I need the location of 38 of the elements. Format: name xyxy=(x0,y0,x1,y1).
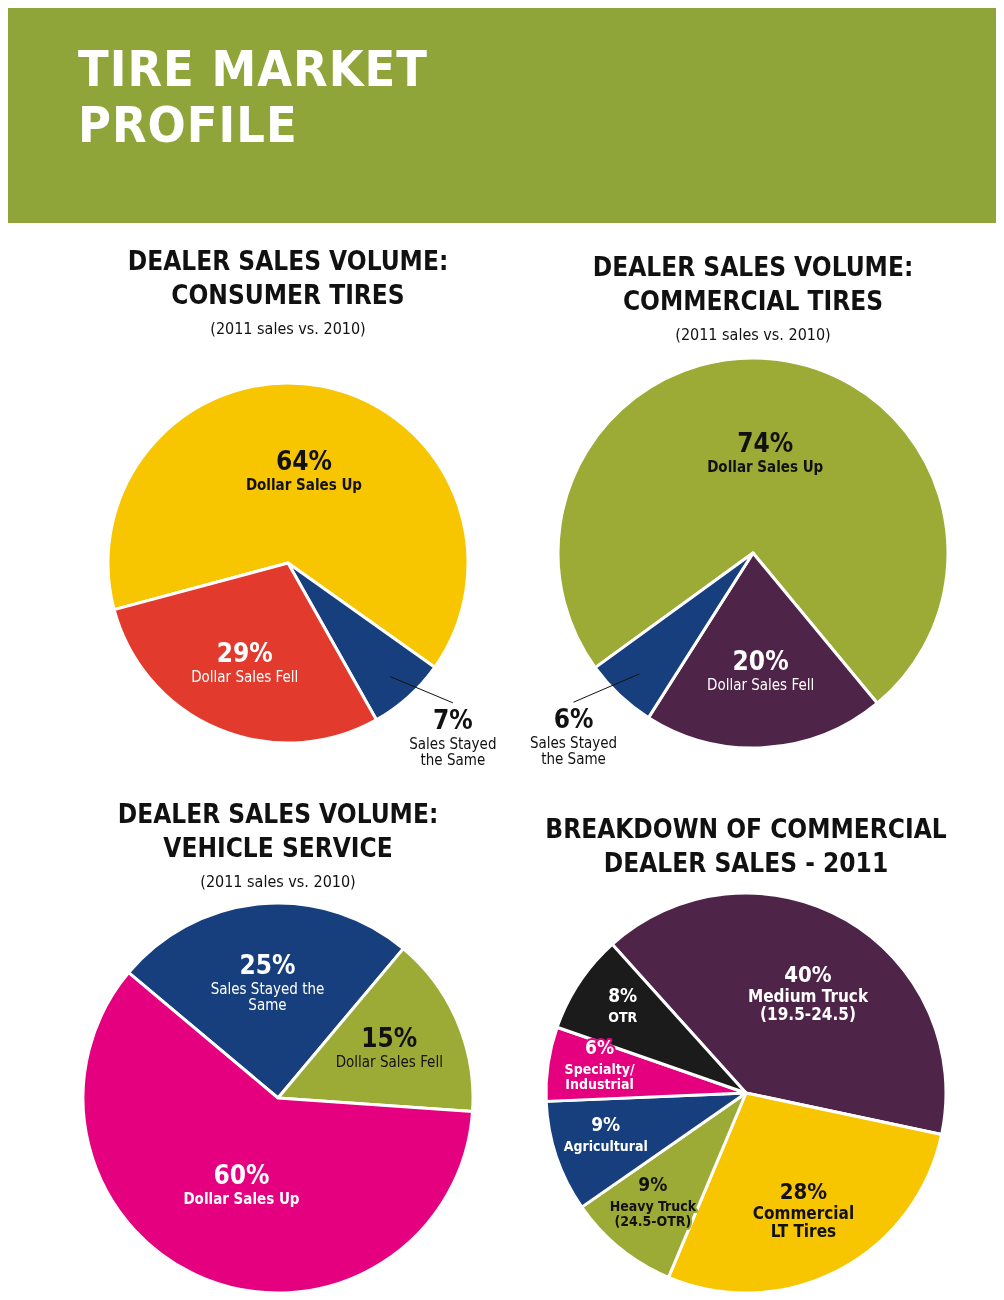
data-label: 28% xyxy=(779,1178,828,1204)
data-label: 64% xyxy=(275,446,332,477)
slice-label: Dollar Sales Up xyxy=(183,1190,300,1209)
data-label: 6% xyxy=(585,1036,615,1059)
data-label: 20% xyxy=(732,645,789,676)
data-label: 8% xyxy=(608,983,638,1006)
chart-subtitle: (2011 sales vs. 2010) xyxy=(675,325,831,344)
chart-title: DEALER SALES VOLUME: COMMERCIAL TIRES xyxy=(592,252,914,316)
slice-label: OTR xyxy=(608,1008,638,1025)
data-label: 7% xyxy=(433,704,473,735)
data-label: 9% xyxy=(638,1173,668,1196)
chart-subtitle: (2011 sales vs. 2010) xyxy=(210,319,366,338)
slice-label: Agricultural xyxy=(563,1137,648,1154)
chart-title: BREAKDOWN OF COMMERCIAL DEALER SALES - 2011 xyxy=(545,814,947,878)
slice-label: Sales Stayed the Same xyxy=(409,734,497,769)
data-label: 15% xyxy=(361,1022,418,1053)
slice-label: Dollar Sales Up xyxy=(245,476,363,495)
text: TIRE MARKET PROFILE xyxy=(78,40,428,154)
slice-label: Commercial LT Tires xyxy=(752,1202,855,1241)
chart-subtitle: (2011 sales vs. 2010) xyxy=(200,872,356,891)
data-label: 25% xyxy=(239,949,296,980)
slice-label: Dollar Sales Fell xyxy=(335,1052,443,1071)
chart-title: DEALER SALES VOLUME: CONSUMER TIRES xyxy=(127,246,449,310)
chart-title: DEALER SALES VOLUME: VEHICLE SERVICE xyxy=(117,799,439,863)
data-label: 9% xyxy=(591,1112,621,1135)
data-label: 6% xyxy=(553,704,594,735)
slice-label: Dollar Sales Fell xyxy=(191,667,299,686)
slice-label: Medium Truck (19.5-24.5) xyxy=(747,985,869,1024)
slice-label: Specialty/ Industrial xyxy=(564,1061,636,1093)
data-label: 40% xyxy=(784,961,832,987)
data-label: 29% xyxy=(216,637,273,668)
slice-label: Heavy Truck (24.5-OTR) xyxy=(609,1198,697,1230)
slice-label: Dollar Sales Fell xyxy=(706,675,815,694)
data-label: 60% xyxy=(213,1160,270,1191)
slice-label: Dollar Sales Up xyxy=(707,458,824,477)
slice-label: Sales Stayed the Same xyxy=(210,979,325,1014)
slice-label: Sales Stayed the Same xyxy=(529,734,618,769)
data-label: 74% xyxy=(737,428,794,459)
